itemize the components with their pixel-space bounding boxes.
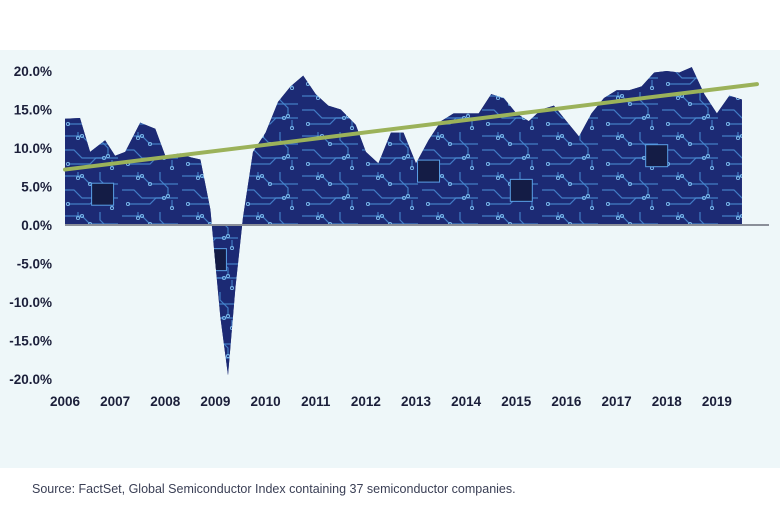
x-tick-label: 2010 bbox=[251, 394, 281, 409]
chip-3 bbox=[509, 178, 533, 202]
y-tick-label: -5.0% bbox=[17, 257, 52, 272]
chip-4 bbox=[645, 144, 669, 168]
x-tick-label: 2014 bbox=[451, 394, 482, 409]
y-tick-label: 15.0% bbox=[14, 103, 52, 118]
y-tick-label: 5.0% bbox=[21, 180, 52, 195]
trend-line bbox=[63, 82, 759, 172]
x-tick-label: 2018 bbox=[652, 394, 683, 409]
x-tick-label: 2007 bbox=[100, 394, 130, 409]
source-note: Source: FactSet, Global Semiconductor In… bbox=[32, 482, 516, 496]
x-tick-label: 2012 bbox=[351, 394, 381, 409]
x-tick-label: 2009 bbox=[200, 394, 230, 409]
y-tick-label: 0.0% bbox=[21, 218, 52, 233]
y-tick-label: 20.0% bbox=[14, 64, 52, 79]
chart-panel: 20.0% 15.0% 10.0% 5.0% 0.0% -5.0% -10.0% -15.0%… bbox=[0, 50, 780, 496]
chip-0 bbox=[91, 182, 115, 206]
x-tick-label: 2011 bbox=[301, 394, 331, 409]
chip-2 bbox=[417, 159, 441, 183]
x-tick-label: 2015 bbox=[501, 394, 532, 409]
chip-1 bbox=[203, 248, 227, 272]
y-tick-label: -10.0% bbox=[9, 295, 52, 310]
area-series-circuit bbox=[65, 67, 742, 376]
x-tick-label: 2008 bbox=[150, 394, 181, 409]
y-tick-label: -15.0% bbox=[9, 334, 52, 349]
x-tick-label: 2017 bbox=[602, 394, 632, 409]
y-tick-label: 10.0% bbox=[14, 141, 52, 156]
x-tick-label: 2006 bbox=[50, 394, 81, 409]
x-tick-label: 2016 bbox=[551, 394, 582, 409]
y-tick-label: -20.0% bbox=[9, 372, 52, 387]
chart-svg: 20.0% 15.0% 10.0% 5.0% 0.0% -5.0% -10.0% -15.0%… bbox=[9, 64, 769, 409]
x-tick-label: 2013 bbox=[401, 394, 432, 409]
x-tick-label: 2019 bbox=[702, 394, 732, 409]
